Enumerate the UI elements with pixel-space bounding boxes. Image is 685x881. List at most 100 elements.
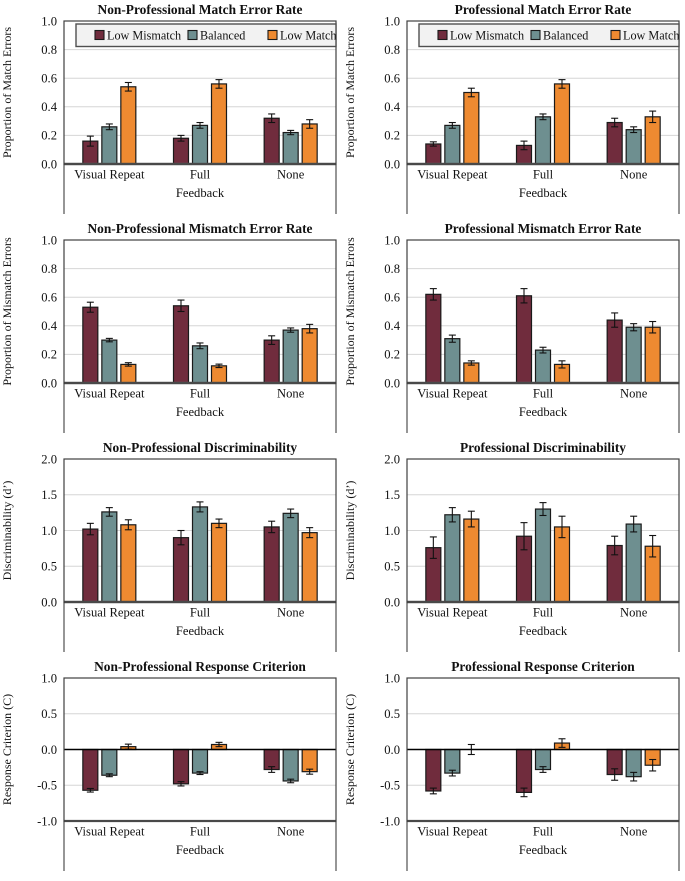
y-tick-label: 0.0 — [384, 157, 400, 171]
y-tick-label: 0.0 — [384, 376, 400, 390]
chart-panel-7: Non-Professional Response Criterion Respo… — [0, 657, 342, 876]
legend-box — [418, 23, 680, 48]
bar-low-mismatch — [172, 305, 190, 384]
bar-balanced — [101, 339, 118, 384]
legend-label: Balanced — [200, 28, 245, 42]
bar-low-mismatch — [82, 306, 99, 384]
bar-balanced — [191, 506, 209, 603]
y-tick-label: 0.5 — [384, 560, 400, 574]
legend-swatch-low-mismatch — [94, 29, 105, 41]
category-label: None — [620, 606, 648, 620]
bar-low-match — [301, 328, 318, 384]
y-tick-label: 0.8 — [384, 262, 400, 276]
y-tick-label: 0.4 — [384, 100, 400, 114]
y-tick-label: 1.0 — [41, 14, 57, 28]
y-tick-label: 0.4 — [41, 100, 57, 114]
legend-swatch-low-match — [610, 29, 621, 41]
bar-low-mismatch — [515, 295, 533, 384]
chart-title: Professional Mismatch Error Rate — [445, 221, 642, 236]
x-axis-title: Feedback — [176, 624, 225, 638]
category-label: Full — [533, 387, 554, 401]
y-tick-label: 0.0 — [41, 743, 57, 757]
plot-frame — [63, 20, 337, 165]
y-tick-label: 0.6 — [384, 72, 400, 86]
bar-low-mismatch — [606, 121, 623, 165]
chart-panel-5: Non-Professional Discriminability Discrim… — [0, 438, 342, 657]
plot-frame — [63, 239, 337, 384]
chart-panel-8: Professional Response Criterion Response … — [343, 657, 685, 876]
chart-panel-2: Professional Match Error Rate Proportion … — [343, 0, 685, 219]
y-tick-label: 0.4 — [384, 319, 400, 333]
y-axis-title: Proportion of Mismatch Errors — [343, 237, 357, 386]
bar-balanced — [191, 345, 209, 384]
category-label: Visual Repeat — [74, 168, 145, 182]
y-axis-title: Discriminability (d’) — [0, 481, 14, 581]
category-label: Visual Repeat — [417, 825, 488, 839]
chart-svg: Non-Professional Response Criterion Respo… — [0, 659, 337, 871]
bar-low-mismatch — [263, 117, 280, 165]
bar-low-match — [463, 362, 480, 384]
y-tick-label: 0.2 — [41, 348, 57, 362]
category-label: None — [620, 168, 648, 182]
chart-svg: Professional Match Error Rate Proportion … — [343, 2, 680, 214]
category-label: Full — [533, 825, 554, 839]
plot-frame — [406, 239, 680, 384]
x-axis-title: Feedback — [176, 405, 225, 419]
chart-svg: Non-Professional Mismatch Error Rate Prop… — [0, 221, 337, 433]
x-axis-title: Feedback — [176, 843, 225, 857]
bar-balanced — [101, 126, 118, 165]
y-axis-title: Response Criterion (C) — [0, 694, 14, 805]
plot-frame — [406, 20, 680, 165]
category-label: Visual Repeat — [417, 606, 488, 620]
chart-svg: Non-Professional Match Error Rate Proport… — [0, 2, 337, 214]
bar-low-match — [120, 363, 137, 384]
chart-svg: Professional Response Criterion Response … — [343, 659, 680, 871]
bar-balanced — [625, 326, 642, 384]
y-tick-label: 2.0 — [41, 452, 57, 466]
y-axis-title: Proportion of Match Errors — [343, 27, 357, 158]
y-tick-label: 1.0 — [41, 671, 57, 685]
bar-balanced — [534, 508, 552, 603]
category-label: Full — [190, 606, 211, 620]
y-tick-label: 0.6 — [41, 291, 57, 305]
bar-balanced — [282, 329, 299, 384]
category-label: Visual Repeat — [74, 606, 145, 620]
bar-low-mismatch — [606, 319, 623, 384]
bar-balanced — [282, 131, 299, 165]
legend-label: Low Mismatch — [107, 28, 181, 42]
category-label: Full — [533, 168, 554, 182]
bar-balanced — [444, 338, 461, 384]
bar-low-mismatch — [172, 537, 190, 603]
bar-low-mismatch — [172, 748, 190, 785]
chart-panel-6: Professional Discriminability Discriminab… — [343, 438, 685, 657]
y-tick-label: -0.5 — [380, 779, 400, 793]
category-label: None — [620, 387, 648, 401]
y-tick-label: 1.0 — [41, 524, 57, 538]
category-label: None — [277, 387, 305, 401]
y-tick-label: 0.5 — [41, 560, 57, 574]
category-label: Visual Repeat — [74, 825, 145, 839]
y-tick-label: -1.0 — [380, 814, 400, 828]
bar-balanced — [444, 124, 461, 165]
bar-low-mismatch — [263, 339, 280, 384]
y-tick-label: 0.0 — [41, 376, 57, 390]
y-axis-title: Proportion of Mismatch Errors — [0, 237, 14, 386]
bar-balanced — [625, 129, 642, 165]
bar-low-match — [210, 83, 228, 165]
bar-low-mismatch — [263, 526, 280, 603]
y-tick-label: 0.2 — [384, 348, 400, 362]
legend-label: Low Match — [280, 28, 337, 42]
chart-svg: Professional Mismatch Error Rate Proporti… — [343, 221, 680, 433]
y-tick-label: 0.0 — [41, 595, 57, 609]
chart-title: Professional Discriminability — [460, 440, 626, 455]
y-tick-label: 0.5 — [41, 707, 57, 721]
category-label: None — [620, 825, 648, 839]
y-tick-label: 1.0 — [384, 671, 400, 685]
y-tick-label: 0.2 — [384, 129, 400, 143]
bar-low-mismatch — [82, 748, 99, 791]
x-axis-title: Feedback — [176, 186, 225, 200]
y-tick-label: 1.0 — [41, 233, 57, 247]
bar-balanced — [282, 748, 299, 782]
y-tick-label: 0.4 — [41, 319, 57, 333]
